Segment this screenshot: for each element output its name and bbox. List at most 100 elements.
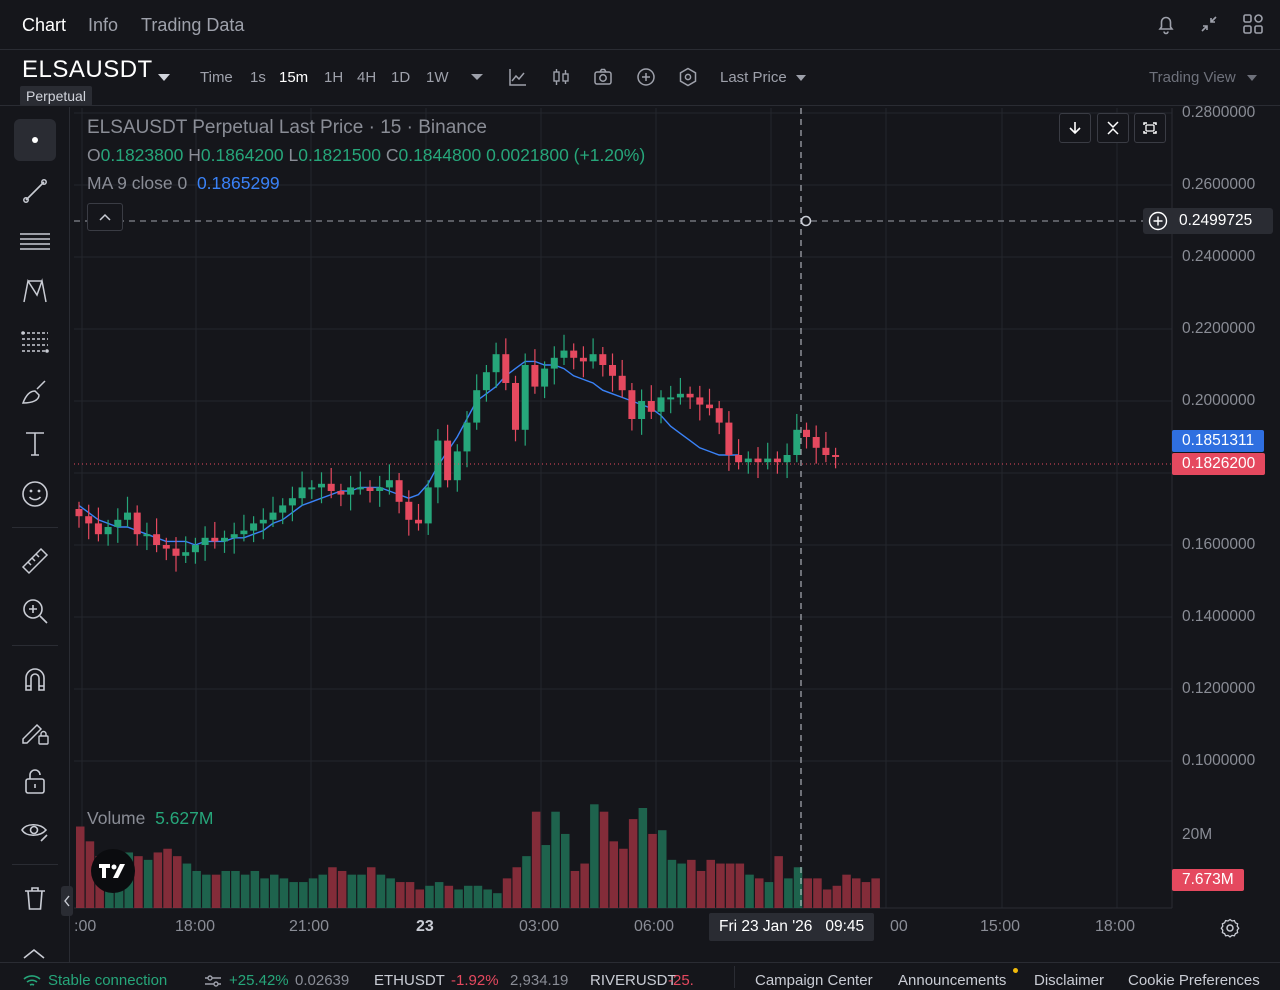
trend-line-tool[interactable] (14, 170, 56, 212)
price-tick-label: 0.1400000 (1182, 608, 1256, 625)
collapse-legend-button[interactable] (87, 203, 123, 231)
sidebar-collapse-handle[interactable] (61, 886, 73, 916)
crosshair-price-value: 0.2499725 (1179, 212, 1253, 229)
collapse-icon[interactable] (1197, 12, 1221, 36)
candle (502, 354, 510, 383)
ticker3-change[interactable]: -25. (668, 972, 694, 989)
volume-bar (852, 878, 861, 908)
timeframe-1d[interactable]: 1D (391, 69, 411, 86)
volume-bar (192, 870, 201, 908)
candle (327, 483, 335, 491)
layout-grid-icon[interactable] (1241, 12, 1265, 36)
time-tick-label: 23 (416, 918, 434, 935)
candle (104, 527, 112, 535)
wifi-icon (23, 975, 41, 986)
tab-trading-data[interactable]: Trading Data (141, 15, 245, 35)
candle (609, 365, 616, 376)
pattern-tool[interactable] (14, 270, 56, 312)
tab-chart[interactable]: Chart (22, 15, 67, 35)
crosshair-time-tag: Fri 23 Jan '26 09:45 (709, 913, 875, 941)
camera-icon[interactable] (592, 66, 614, 88)
volume-bar (182, 863, 192, 908)
unlock-tool[interactable] (14, 760, 56, 802)
volume-bar (211, 874, 221, 908)
volume-bar (143, 859, 153, 908)
ohlc-legend: O0.1823800 H0.1864200 L0.1821500 C0.1844… (87, 145, 645, 166)
horizontal-lines-tool[interactable] (14, 220, 56, 262)
link-cookie-preferences[interactable]: Cookie Preferences (1128, 972, 1260, 989)
volume-bar (871, 878, 880, 908)
candle (230, 534, 238, 538)
candles-icon[interactable] (550, 66, 572, 88)
sliders-icon[interactable] (203, 973, 223, 989)
ma-price-tag: 0.1851311 (1172, 430, 1265, 452)
time-tick-label: 18:00 (1095, 918, 1136, 935)
ticker3-symbol[interactable]: RIVERUSDT (590, 972, 677, 989)
settings-hex-icon[interactable] (677, 66, 699, 88)
link-announcements[interactable]: Announcements (898, 972, 1007, 989)
volume-bar (493, 893, 502, 908)
emoji-tool[interactable] (14, 473, 56, 515)
price-type-caret-icon[interactable] (795, 73, 807, 83)
cursor-dot-tool[interactable] (14, 119, 56, 161)
lock-drawing-tool[interactable] (14, 710, 56, 752)
add-indicator-icon[interactable] (635, 66, 657, 88)
volume-bar (299, 882, 308, 908)
price-chart[interactable] (71, 107, 1280, 962)
volume-bar (221, 870, 230, 908)
candle (803, 429, 810, 437)
candle (618, 375, 626, 391)
time-label: Time (200, 69, 233, 86)
volume-bar (250, 870, 260, 908)
connection-status: Stable connection (48, 972, 168, 989)
candle (832, 455, 840, 457)
brush-tool[interactable] (14, 372, 56, 414)
collapse-panes-button[interactable] (1097, 113, 1129, 143)
magnet-tool[interactable] (14, 658, 56, 700)
symbol-dropdown-icon[interactable] (158, 74, 170, 81)
add-alert-icon[interactable] (1147, 210, 1169, 232)
fullscreen-button[interactable] (1134, 113, 1166, 143)
chevron-up-icon[interactable] (20, 946, 48, 960)
volume-bar (163, 848, 172, 908)
delete-tool[interactable] (14, 877, 56, 919)
timeframe-dropdown-icon[interactable] (466, 66, 488, 88)
visibility-tool[interactable] (14, 810, 56, 852)
ticker2-change[interactable]: -1.92% (451, 972, 499, 989)
view-select[interactable]: Trading View (1149, 69, 1236, 86)
tradingview-logo[interactable] (91, 849, 135, 893)
timeframe-1s[interactable]: 1s (250, 69, 266, 86)
volume-bar (735, 863, 745, 908)
link-disclaimer[interactable]: Disclaimer (1034, 972, 1105, 989)
ticker1-price[interactable]: 0.02639 (295, 972, 350, 989)
timeframe-4h[interactable]: 4H (357, 69, 377, 86)
bell-icon[interactable] (1154, 12, 1178, 36)
link-campaign-center[interactable]: Campaign Center (755, 972, 873, 989)
volume-bar (173, 856, 182, 908)
pattern-icon (23, 278, 47, 303)
timeframe-15m[interactable]: 15m (279, 69, 309, 86)
candle (385, 480, 393, 488)
price-type-select[interactable]: Last Price (720, 69, 787, 86)
symbol-name[interactable]: ELSAUSDT (22, 56, 153, 83)
scroll-down-button[interactable] (1059, 113, 1091, 143)
zoom-in-icon (23, 599, 48, 624)
candle (560, 350, 568, 358)
candle (298, 487, 306, 499)
ruler-tool[interactable] (14, 540, 56, 582)
view-caret-icon[interactable] (1246, 73, 1258, 83)
timeframe-1h[interactable]: 1H (324, 69, 344, 86)
fib-tool[interactable] (14, 321, 56, 363)
timeframe-1w[interactable]: 1W (426, 69, 449, 86)
tab-info[interactable]: Info (88, 15, 119, 35)
volume-bar (502, 878, 512, 908)
text-tool[interactable] (14, 422, 56, 464)
ticker1-change[interactable]: +25.42% (229, 972, 289, 989)
zoom-in-tool[interactable] (14, 590, 56, 632)
candle (191, 545, 199, 553)
chart-settings-gear-icon[interactable] (1219, 917, 1241, 939)
volume-bar (551, 811, 560, 908)
ticker2-symbol[interactable]: ETHUSDT (374, 972, 445, 989)
ticker2-price[interactable]: 2,934.19 (510, 972, 569, 989)
line-chart-icon[interactable] (507, 66, 529, 88)
